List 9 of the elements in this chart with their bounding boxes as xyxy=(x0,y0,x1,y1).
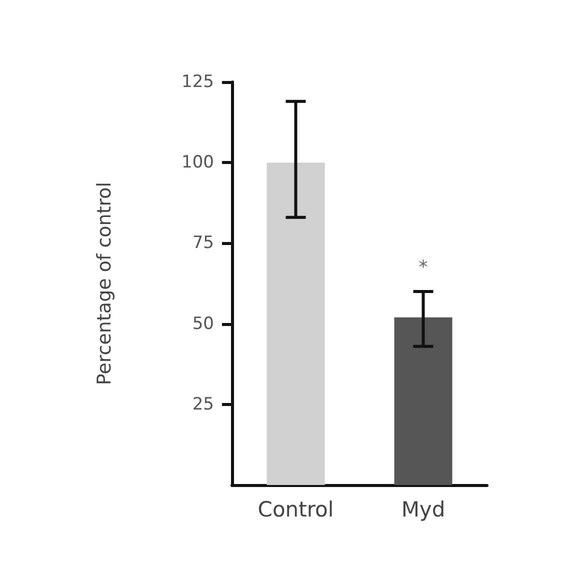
annotation: * xyxy=(418,257,428,278)
y-tick-label: 100 xyxy=(182,152,214,173)
y-tick-label: 25 xyxy=(192,394,214,414)
x-tick-label: Myd xyxy=(401,498,446,522)
y-axis-title: Percentage of control xyxy=(94,182,116,386)
y-tick-label: 50 xyxy=(192,314,214,334)
y-tick-label: 125 xyxy=(182,72,214,92)
y-tick-label: 75 xyxy=(192,233,214,254)
x-tick-label: Control xyxy=(258,498,334,522)
